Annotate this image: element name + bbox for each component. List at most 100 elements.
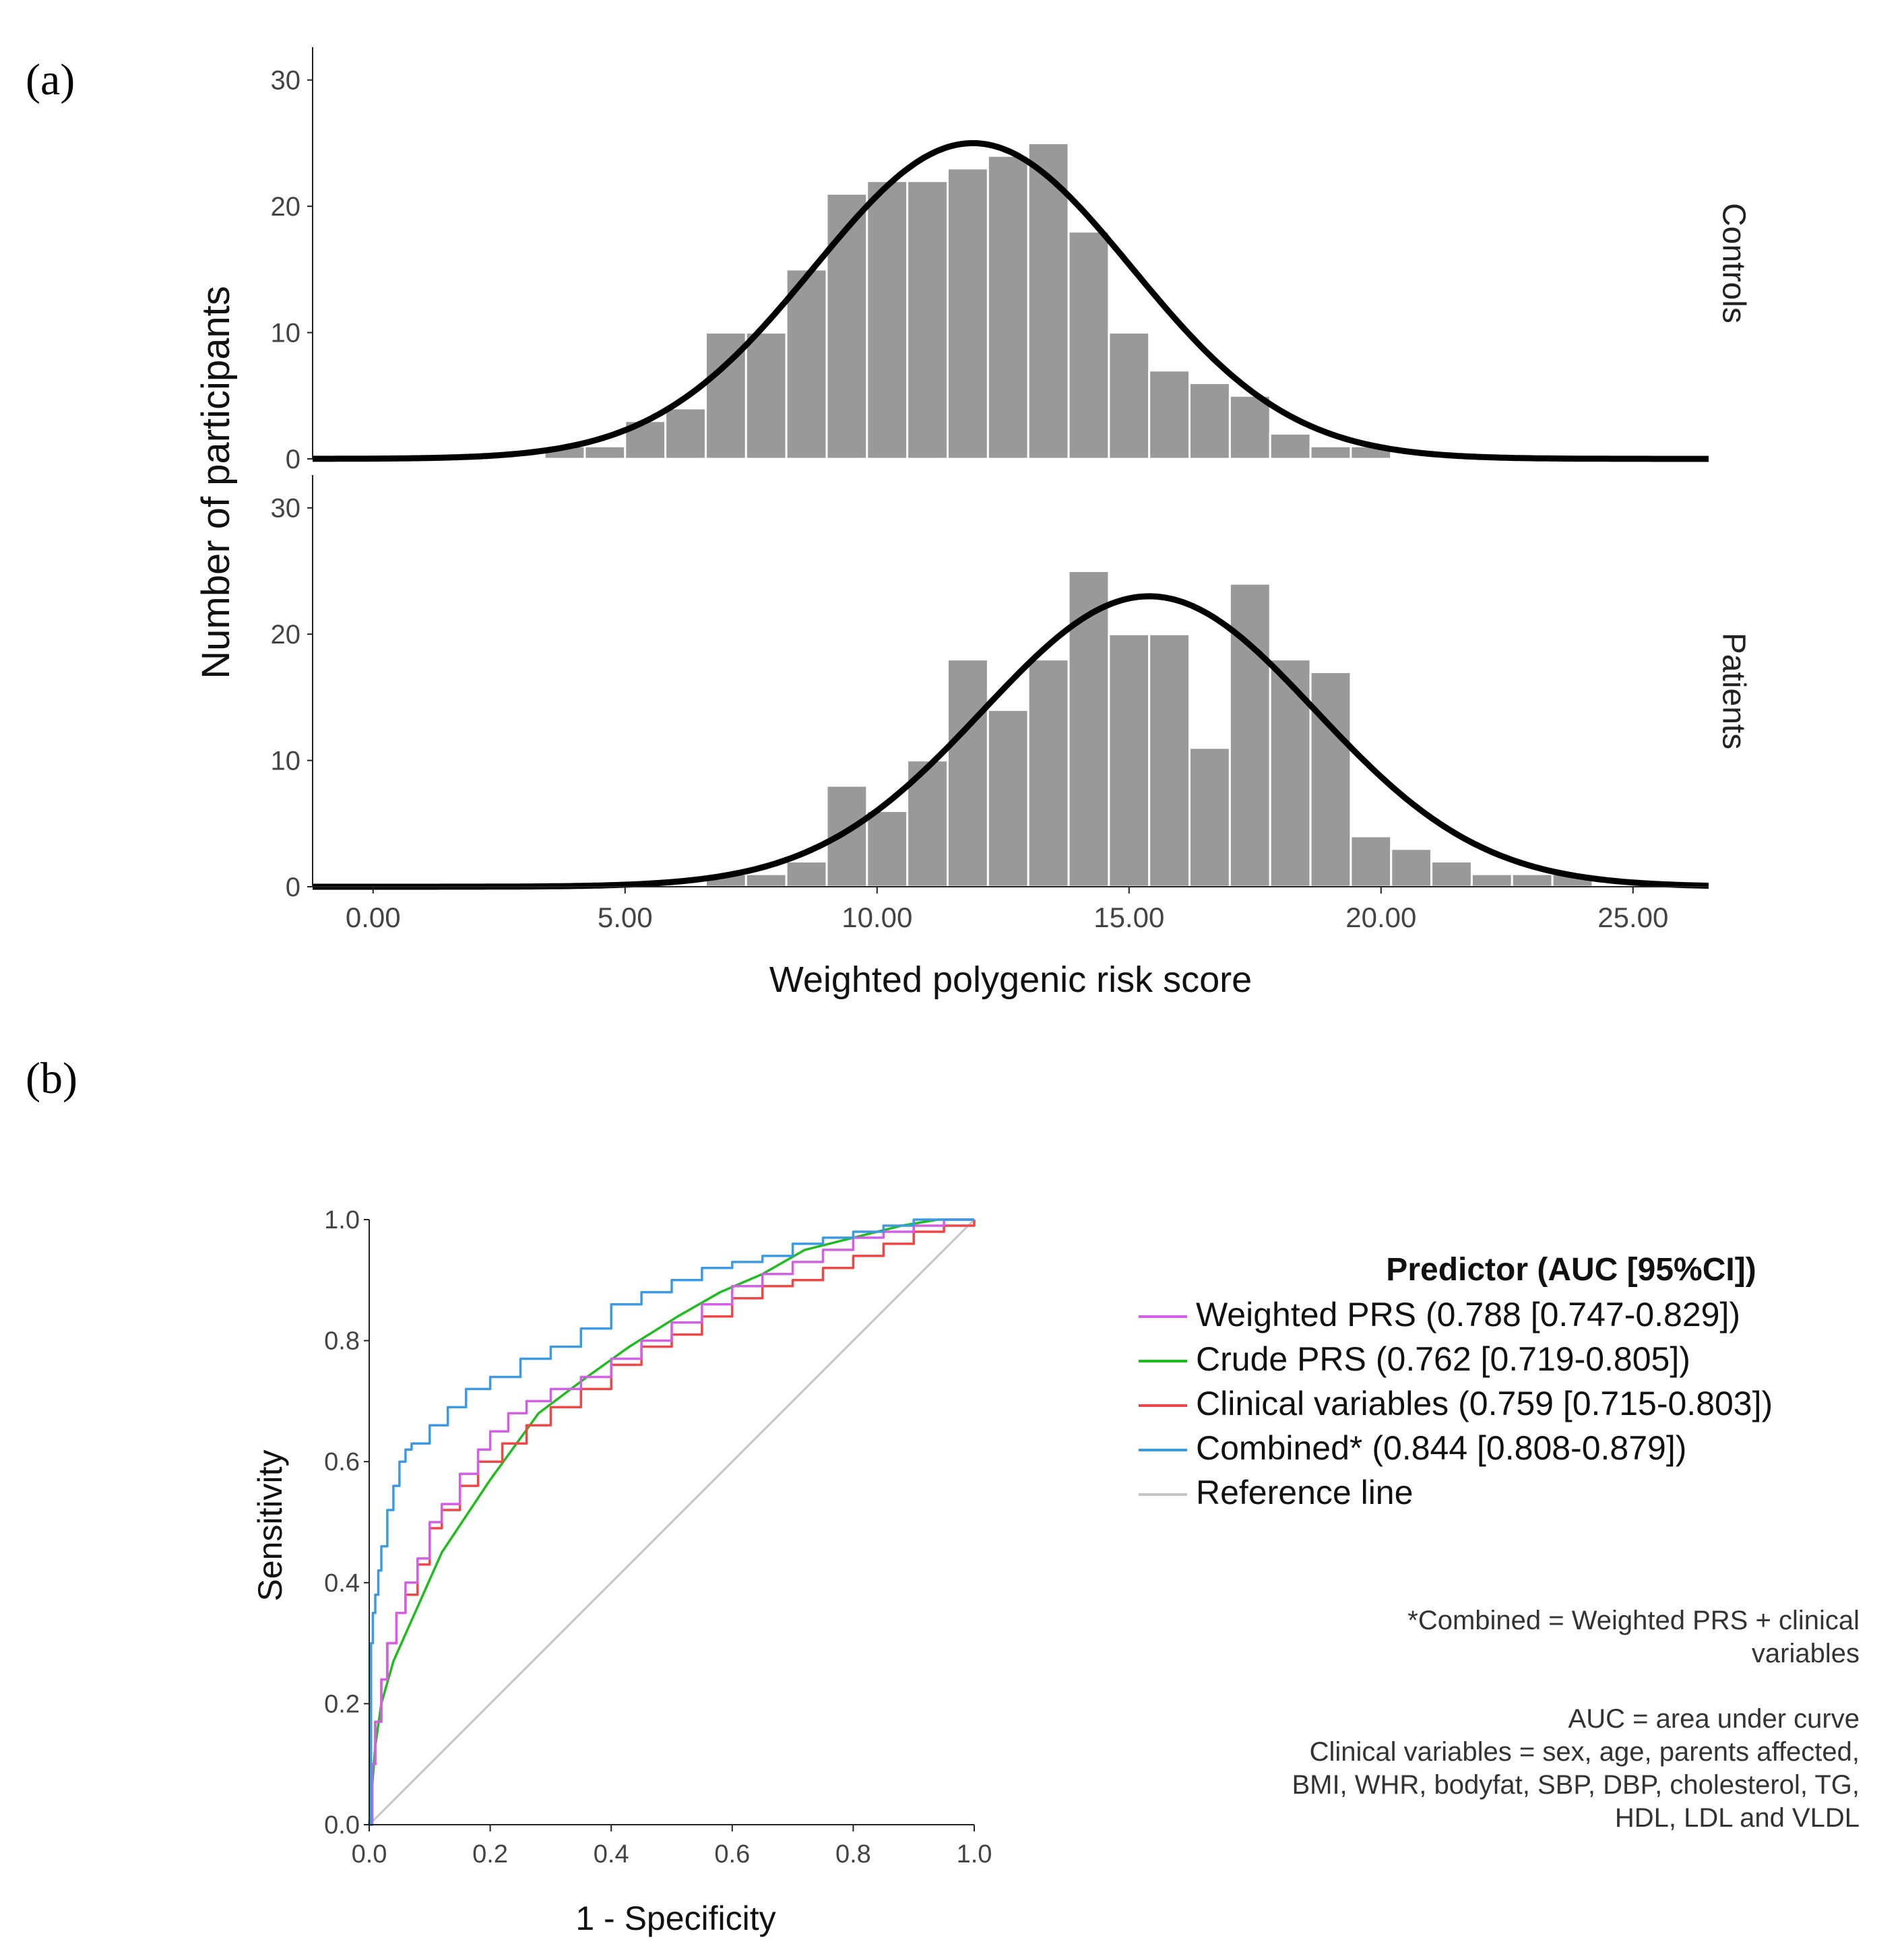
facet-patients: 0 10 20 30 Patients xyxy=(271,475,1751,902)
legend-entry-stat: (0.762 [0.719-0.805]) xyxy=(1376,1340,1690,1378)
roc-y-tick-label: 0.6 xyxy=(324,1448,360,1476)
histogram-bar xyxy=(744,332,788,460)
roc-x-axis-title: 1 - Specificity xyxy=(575,1899,775,1937)
facet-label: Controls xyxy=(1715,203,1751,323)
legend-entry-crude: Crude PRS (0.762 [0.719-0.805]) xyxy=(1196,1340,1690,1378)
roc-x-tick-label: 0.6 xyxy=(714,1840,750,1868)
x-axis-title: Weighted polygenic risk score xyxy=(769,960,1252,1000)
legend-entry-combined: Combined* (0.844 [0.808-0.879]) xyxy=(1196,1429,1686,1467)
y-tick-label: 10 xyxy=(271,319,301,348)
series-line-reference xyxy=(368,1218,976,1826)
note-line: *Combined = Weighted PRS + clinical xyxy=(1407,1606,1860,1635)
note-line: Clinical variables = sex, age, parents a… xyxy=(1310,1737,1860,1767)
roc-x-tick-label: 0.8 xyxy=(835,1840,871,1868)
legend-entry-stat: (0.759 [0.715-0.803]) xyxy=(1458,1385,1773,1422)
y-axis-title: Number of participants xyxy=(194,286,238,679)
histogram-bar xyxy=(1108,332,1151,460)
histogram-bar xyxy=(1390,848,1433,888)
x-tick-label: 25.00 xyxy=(1597,902,1668,933)
panel-label-a: (a) xyxy=(26,55,75,104)
roc-x-tick-label: 0.0 xyxy=(352,1840,387,1868)
legend-entry-weighted: Weighted PRS (0.788 [0.747-0.829]) xyxy=(1196,1296,1740,1333)
histogram-bar xyxy=(1108,633,1151,888)
roc-x-tick-label: 0.2 xyxy=(472,1840,508,1868)
histogram-bar xyxy=(1470,873,1513,888)
y-tick-label: 20 xyxy=(271,192,301,222)
histogram-bar xyxy=(1188,382,1231,460)
histogram-bar xyxy=(1148,633,1191,888)
histogram-bar xyxy=(744,873,788,888)
y-tick-label: 0 xyxy=(286,873,300,902)
legend-entry-name: Clinical variables xyxy=(1196,1385,1449,1422)
x-tick-label: 20.00 xyxy=(1345,902,1416,933)
histogram-bar xyxy=(946,658,989,888)
legend-entry-name: Weighted PRS xyxy=(1196,1296,1416,1333)
legend-entry-reference: Reference line xyxy=(1196,1474,1413,1511)
notes: *Combined = Weighted PRS + clinical varia… xyxy=(1292,1606,1860,1833)
histogram-bar xyxy=(1188,747,1231,888)
roc-y-tick-label: 0.0 xyxy=(324,1811,360,1840)
histogram-bar xyxy=(906,180,949,460)
histogram-bar xyxy=(1350,835,1393,888)
roc-y-tick-label: 1.0 xyxy=(324,1206,360,1234)
series-line-crude xyxy=(368,1218,974,1825)
note-line: HDL, LDL and VLDL xyxy=(1615,1803,1860,1833)
legend-entry-stat: (0.788 [0.747-0.829]) xyxy=(1426,1296,1740,1333)
roc-y-tick-label: 0.2 xyxy=(324,1690,360,1718)
histogram-bar xyxy=(1228,394,1271,460)
y-tick-label: 10 xyxy=(271,747,301,776)
histogram-bar xyxy=(1148,369,1191,460)
legend-entry-clinical: Clinical variables (0.759 [0.715-0.803]) xyxy=(1196,1385,1773,1422)
legend-entry-name: Crude PRS xyxy=(1196,1340,1366,1378)
panel-label-b: (b) xyxy=(26,1054,77,1103)
legend-title: Predictor (AUC [95%CI]) xyxy=(1386,1252,1756,1288)
histogram-bar xyxy=(1511,873,1554,888)
histogram-bar xyxy=(1309,670,1352,888)
roc-y-axis-title: Sensitivity xyxy=(251,1449,289,1601)
histogram-bar xyxy=(946,167,989,460)
note-line: variables xyxy=(1752,1639,1860,1668)
histogram-bar xyxy=(1269,658,1312,888)
roc-y-tick-label: 0.4 xyxy=(324,1569,360,1598)
x-tick-label: 0.00 xyxy=(346,902,401,933)
note-line: BMI, WHR, bodyfat, SBP, DBP, cholesterol… xyxy=(1292,1770,1860,1800)
series-line-weighted xyxy=(369,1218,974,1826)
histogram-bar xyxy=(664,407,707,460)
series-line-combined xyxy=(369,1218,974,1826)
legend-entry-name: Reference line xyxy=(1196,1474,1413,1511)
histogram-bar xyxy=(1309,445,1352,460)
y-tick-label: 30 xyxy=(271,494,301,524)
y-tick-label: 20 xyxy=(271,620,301,650)
y-tick-label: 0 xyxy=(286,445,300,474)
histogram-bar xyxy=(1269,433,1312,460)
y-tick-label: 30 xyxy=(271,66,301,96)
legend-entry-stat: (0.844 [0.808-0.879]) xyxy=(1372,1429,1686,1467)
roc-x-tick-label: 1.0 xyxy=(957,1840,992,1868)
histogram-bar xyxy=(1027,142,1070,460)
histogram-bar xyxy=(785,268,828,460)
histogram-chart: 0 10 20 30 Controls 0 10 20 30 Patients 0.00 5.00 10… xyxy=(194,47,1751,1000)
histogram-bar xyxy=(986,709,1029,888)
normal-curve xyxy=(313,140,1709,462)
note-line: AUC = area under curve xyxy=(1568,1704,1860,1734)
histogram-bar xyxy=(1067,230,1110,460)
histogram-bar xyxy=(1027,658,1070,888)
roc-y-tick-label: 0.8 xyxy=(324,1327,360,1356)
histogram-bar xyxy=(986,154,1029,460)
facet-label: Patients xyxy=(1715,633,1751,749)
x-tick-label: 15.00 xyxy=(1093,902,1164,933)
histogram-bar xyxy=(1228,582,1271,888)
histogram-bar xyxy=(583,445,627,460)
x-tick-label: 5.00 xyxy=(598,902,653,933)
histogram-bar xyxy=(1430,860,1473,888)
histogram-bar xyxy=(825,192,868,460)
facet-controls: 0 10 20 30 Controls xyxy=(271,47,1751,474)
histogram-bar xyxy=(866,180,909,460)
histogram-bar xyxy=(785,860,828,888)
x-tick-label: 10.00 xyxy=(842,902,912,933)
legend: Predictor (AUC [95%CI]) Weighted PRS (0.78… xyxy=(1139,1252,1773,1511)
legend-entry-name: Combined* xyxy=(1196,1429,1362,1467)
histogram-bar xyxy=(866,810,909,888)
roc-chart: 0.0 0.2 0.4 0.6 0.8 1.0 0.0 0.2 0.4 0.6 0.8 1.0 1 - … xyxy=(251,1206,1860,1937)
